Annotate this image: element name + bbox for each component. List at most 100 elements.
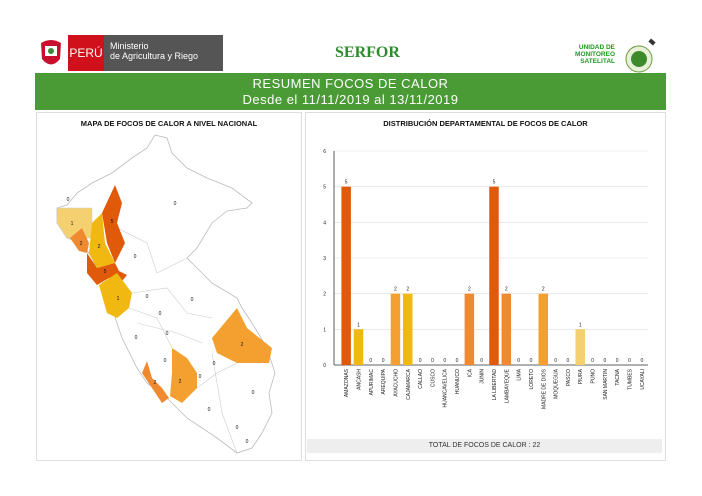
x-tick-label: MADRE DE DIOS (541, 368, 547, 409)
x-tick-label: CUSCO (430, 369, 436, 387)
svg-text:0: 0 (166, 331, 169, 337)
satellite-globe-icon (625, 38, 656, 73)
x-tick-label: TACNA (615, 368, 621, 385)
x-tick-label: MOQUEGUA (554, 368, 560, 398)
x-tick-label: ANCASH (356, 369, 362, 390)
data-label: 0 (517, 358, 520, 364)
bar-ica (464, 293, 475, 365)
unit-label-2: MONITOREO (575, 51, 615, 58)
data-label: 5 (493, 180, 496, 186)
region-ancash (99, 273, 132, 318)
x-tick-label: ICA (467, 368, 473, 377)
data-label: 0 (628, 358, 631, 364)
peru-map: 0 1 2 2 5 5 1 0 0 0 0 0 0 0 2 0 2 2 0 0 0 0 0 0 (56, 134, 276, 454)
svg-text:0: 0 (134, 254, 137, 260)
y-tick-label: 1 (323, 327, 326, 333)
x-tick-label: PIURA (578, 368, 584, 384)
data-label: 0 (443, 358, 446, 364)
map-panel: MAPA DE FOCOS DE CALOR A NIVEL NACIONAL … (36, 112, 302, 461)
data-label: 2 (406, 287, 409, 293)
region-ica (142, 361, 169, 403)
svg-text:0: 0 (236, 425, 239, 431)
total-hotspots: TOTAL DE FOCOS DE CALOR : 22 (307, 439, 662, 453)
data-label: 0 (591, 358, 594, 364)
svg-text:2: 2 (154, 380, 157, 386)
data-label: 0 (456, 358, 459, 364)
peru-coat-of-arms-icon (41, 40, 61, 65)
bar-madre-de-dios (538, 293, 549, 365)
data-label: 0 (431, 358, 434, 364)
svg-text:0: 0 (252, 390, 255, 396)
x-tick-label: AYACUCHO (393, 369, 399, 397)
bar-ayacucho (390, 293, 401, 365)
x-tick-label: LORETO (529, 369, 535, 390)
data-label: 5 (345, 180, 348, 186)
svg-text:0: 0 (246, 439, 249, 445)
data-label: 1 (357, 322, 360, 328)
x-tick-label: LAMBAYEQUE (504, 368, 510, 403)
svg-text:5: 5 (111, 219, 114, 225)
data-label: 0 (567, 358, 570, 364)
chart-panel: DISTRIBUCIÓN DEPARTAMENTAL DE FOCOS DE C… (305, 112, 666, 461)
y-tick-label: 4 (323, 220, 326, 226)
x-tick-label: TUMBES (628, 368, 634, 390)
bar-piura (575, 329, 585, 365)
banner-subtitle: Desde el 11/11/2019 al 13/11/2019 (242, 92, 459, 107)
x-tick-label: UCAYALI (640, 369, 646, 390)
x-tick-label: CALLAO (418, 369, 424, 389)
data-label: 1 (579, 322, 582, 328)
unit-label: UNIDAD DE MONITOREO SATELITAL (555, 44, 615, 65)
x-tick-label: AREQUIPA (381, 368, 387, 394)
report-banner: RESUMEN FOCOS DE CALOR Desde el 11/11/20… (35, 73, 666, 110)
data-label: 0 (603, 358, 606, 364)
region-lambayeque (70, 228, 89, 253)
data-label: 0 (530, 358, 533, 364)
y-tick-label: 0 (323, 363, 326, 369)
x-tick-label: HUANUCO (455, 369, 461, 394)
svg-text:0: 0 (199, 374, 202, 380)
bar-amazonas (341, 186, 351, 365)
region-ayacucho (170, 348, 197, 403)
svg-text:2: 2 (80, 241, 83, 247)
data-label: 2 (394, 287, 397, 293)
svg-text:0: 0 (164, 358, 167, 364)
map-title: MAPA DE FOCOS DE CALOR A NIVEL NACIONAL (80, 119, 258, 128)
data-label: 0 (382, 358, 385, 364)
peru-label: PERÚ (68, 35, 104, 71)
unit-label-3: SATELITAL (580, 58, 615, 65)
data-label: 2 (542, 287, 545, 293)
banner-title: RESUMEN FOCOS DE CALOR (252, 76, 449, 91)
svg-text:0: 0 (67, 197, 70, 203)
data-label: 2 (505, 287, 508, 293)
region-piura (56, 207, 93, 239)
bar-ancash (353, 329, 364, 365)
y-tick-label: 3 (323, 256, 326, 262)
region-madre-de-dios (212, 308, 272, 363)
svg-text:0: 0 (159, 311, 162, 317)
data-label: 0 (419, 358, 422, 364)
bar-cajamarca (403, 293, 413, 365)
x-tick-label: LIMA (517, 368, 523, 380)
svg-text:0: 0 (213, 361, 216, 367)
ministry-line1: Ministerio (110, 41, 149, 51)
data-label: 0 (616, 358, 619, 364)
data-label: 0 (554, 358, 557, 364)
region-cajamarca (89, 213, 115, 268)
svg-text:2: 2 (98, 244, 101, 250)
region-amazonas (102, 185, 125, 263)
peru-outline (56, 134, 276, 454)
data-label: 0 (480, 358, 483, 364)
x-tick-label: PUNO (591, 369, 597, 384)
svg-text:1: 1 (71, 221, 74, 227)
ministry-name: Ministerio de Agricultura y Riego (104, 35, 223, 71)
x-tick-label: CAJAMARCA (406, 368, 412, 400)
svg-text:5: 5 (104, 269, 107, 275)
ministry-line2: de Agricultura y Riego (110, 51, 199, 61)
x-tick-label: HUANCAVELICA (443, 368, 449, 407)
svg-text:2: 2 (241, 342, 244, 348)
svg-text:1: 1 (117, 296, 120, 302)
svg-text:0: 0 (208, 407, 211, 413)
y-tick-label: 6 (323, 149, 326, 155)
data-label: 0 (640, 358, 643, 364)
